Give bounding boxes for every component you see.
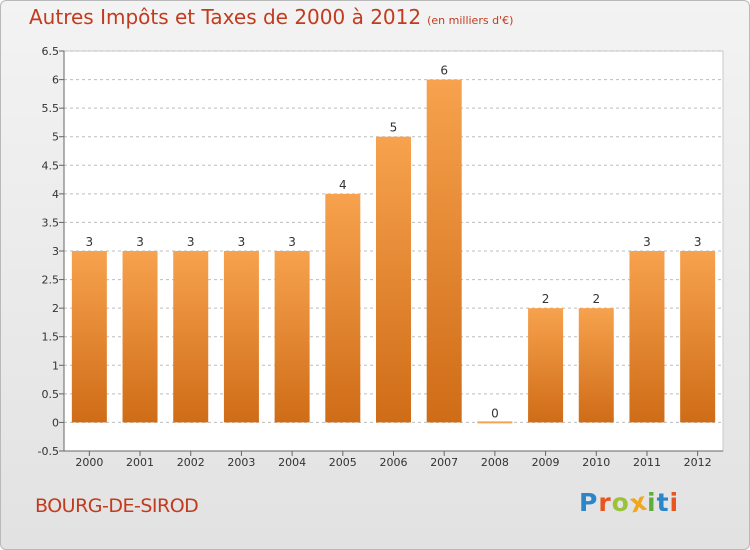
y-tick-label: 0	[52, 416, 59, 429]
y-tick-label: 3	[52, 245, 59, 258]
x-tick-label-2004: 2004	[278, 456, 306, 469]
data-label-2003: 3	[238, 235, 246, 249]
x-tick-label-2010: 2010	[582, 456, 610, 469]
bar-2011	[629, 251, 665, 423]
x-tick-label-2006: 2006	[380, 456, 408, 469]
logo-letter: P	[579, 488, 599, 517]
x-tick-label-2001: 2001	[126, 456, 154, 469]
y-tick-label: 6	[52, 74, 59, 87]
logo-letter: t	[656, 488, 670, 517]
y-tick-label: -0.5	[38, 445, 59, 458]
x-tick-label-2012: 2012	[684, 456, 712, 469]
bar-2012	[680, 251, 716, 423]
data-label-2012: 3	[694, 235, 702, 249]
y-tick-label: 5.5	[42, 102, 60, 115]
y-tick-label: 4	[52, 188, 59, 201]
bar-2010	[578, 308, 614, 423]
bar-2003	[223, 251, 259, 423]
data-label-2004: 3	[288, 235, 296, 249]
data-label-2005: 4	[339, 178, 347, 192]
logo-letter: r	[598, 488, 612, 517]
x-tick-label-2009: 2009	[532, 456, 560, 469]
data-label-2000: 3	[86, 235, 94, 249]
data-label-2009: 2	[542, 292, 550, 306]
data-label-2002: 3	[187, 235, 195, 249]
data-label-2007: 6	[440, 64, 448, 78]
y-tick-label: 2.5	[42, 274, 60, 287]
logo-letter: i	[669, 488, 680, 517]
logo-letter: i	[647, 488, 657, 517]
x-tick-label-2000: 2000	[75, 456, 103, 469]
y-tick-label: 5	[52, 131, 59, 144]
bar-2007	[426, 79, 462, 423]
data-label-2011: 3	[643, 235, 651, 249]
bar-2006	[376, 136, 411, 423]
y-tick-label: 6.5	[42, 45, 60, 58]
chart-title: Autres Impôts et Taxes de 2000 à 2012	[29, 5, 422, 29]
bar-2001	[122, 251, 158, 423]
y-tick-label: 0.5	[42, 388, 60, 401]
bar-2000	[71, 251, 107, 423]
bar-2009	[528, 308, 564, 423]
proxiti-logo: Proxiti	[579, 487, 680, 519]
y-tick-label: 2	[52, 302, 59, 315]
bar-2002	[173, 251, 209, 423]
x-tick-label-2011: 2011	[633, 456, 661, 469]
commune-name: BOURG-DE-SIROD	[35, 495, 199, 517]
logo-letter: o	[611, 488, 630, 517]
data-label-2006: 5	[390, 121, 398, 135]
x-tick-label-2008: 2008	[481, 456, 509, 469]
y-tick-label: 1.5	[42, 331, 60, 344]
data-label-2008: 0	[491, 406, 499, 420]
data-label-2010: 2	[592, 292, 600, 306]
y-tick-label: 1	[52, 359, 59, 372]
bar-2005	[325, 193, 361, 423]
x-tick-label-2005: 2005	[329, 456, 357, 469]
chart-unit: (en milliers d'€)	[427, 14, 514, 27]
x-tick-label-2007: 2007	[430, 456, 458, 469]
chart-title-block: Autres Impôts et Taxes de 2000 à 2012 (en…	[29, 5, 513, 29]
y-tick-label: 4.5	[42, 159, 60, 172]
x-tick-label-2002: 2002	[177, 456, 205, 469]
data-label-2001: 3	[136, 235, 144, 249]
x-tick-label-2003: 2003	[227, 456, 255, 469]
y-tick-label: 3.5	[42, 216, 60, 229]
bar-2004	[274, 251, 310, 423]
